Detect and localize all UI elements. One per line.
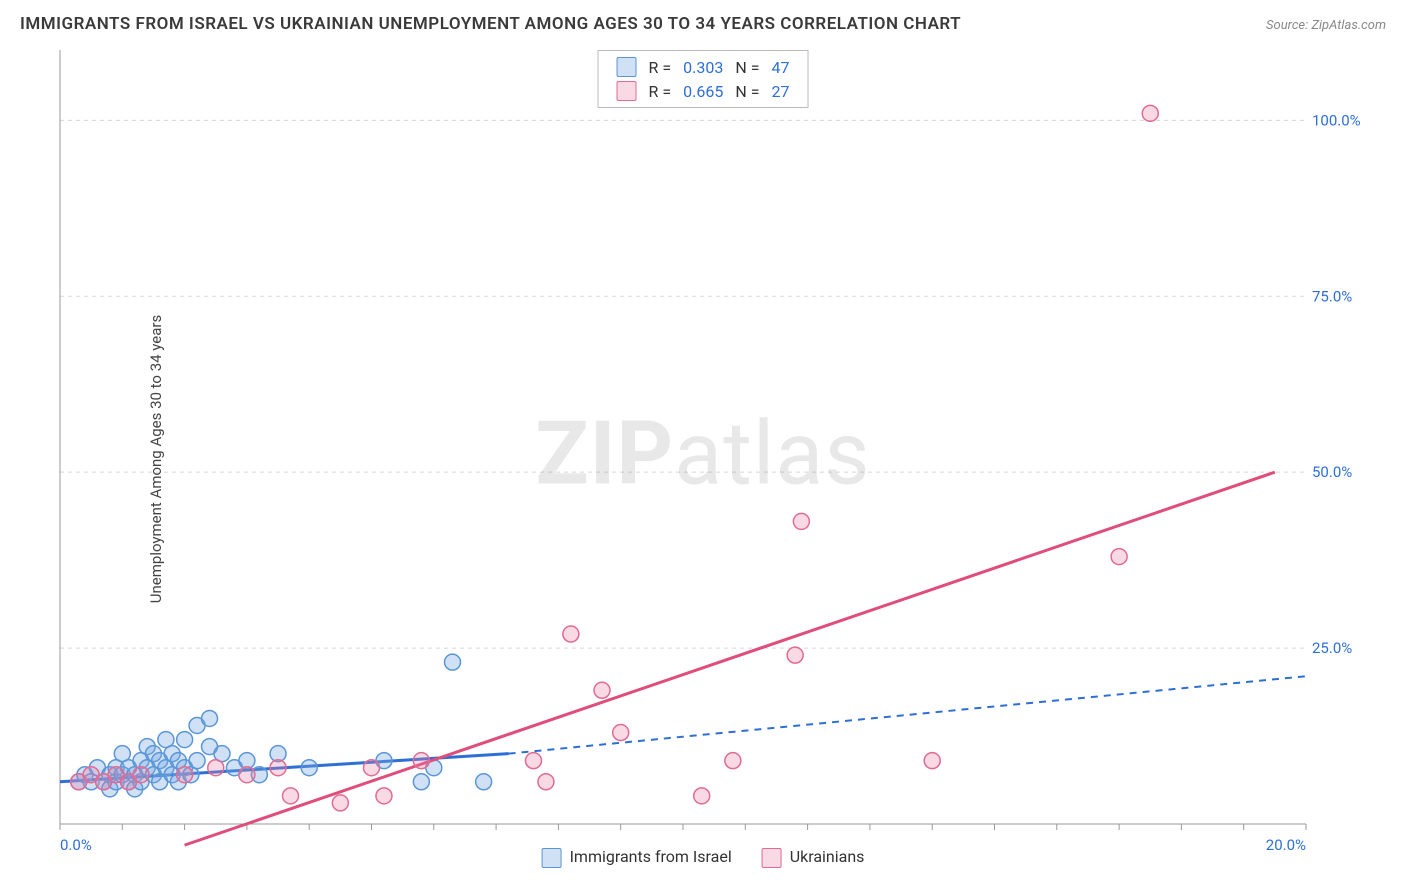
legend-swatch-ukraine	[617, 81, 637, 101]
chart-area: Unemployment Among Ages 30 to 34 years 2…	[20, 46, 1386, 872]
svg-text:0.0%: 0.0%	[60, 836, 92, 854]
series-legend: Immigrants from Israel Ukrainians	[542, 847, 865, 868]
legend-row-israel: R = 0.303 N = 47	[599, 55, 808, 79]
legend-swatch-israel-icon	[542, 848, 562, 868]
svg-text:100.0%: 100.0%	[1312, 111, 1361, 129]
header: IMMIGRANTS FROM ISRAEL VS UKRAINIAN UNEM…	[0, 0, 1406, 40]
svg-text:20.0%: 20.0%	[1266, 836, 1306, 854]
svg-text:75.0%: 75.0%	[1312, 287, 1352, 305]
y-axis-label: Unemployment Among Ages 30 to 34 years	[147, 315, 165, 603]
legend-row-ukraine: R = 0.665 N = 27	[599, 79, 808, 103]
legend-item-ukraine: Ukrainians	[762, 847, 865, 868]
legend-item-israel: Immigrants from Israel	[542, 847, 732, 868]
svg-text:50.0%: 50.0%	[1312, 463, 1352, 481]
correlation-legend: R = 0.303 N = 47 R = 0.665 N = 27	[598, 50, 809, 108]
source-attribution: Source: ZipAtlas.com	[1266, 18, 1386, 33]
legend-swatch-israel	[617, 57, 637, 77]
scatter-chart: 25.0% 50.0% 75.0% 100.0% 0.0% 20.0%	[20, 46, 1386, 872]
chart-title: IMMIGRANTS FROM ISRAEL VS UKRAINIAN UNEM…	[20, 14, 961, 34]
legend-swatch-ukraine-icon	[762, 848, 782, 868]
svg-text:25.0%: 25.0%	[1312, 639, 1352, 657]
